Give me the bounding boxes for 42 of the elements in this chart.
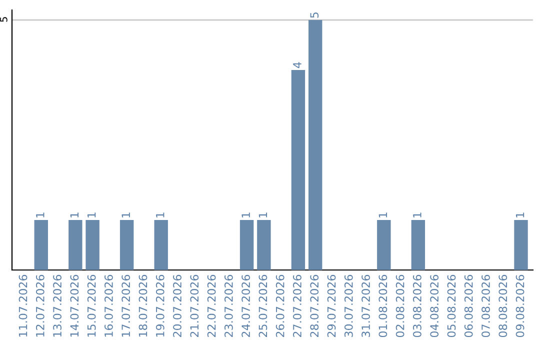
x-tick-label: 22.07.2026 — [207, 274, 216, 337]
x-tick-label: 29.07.2026 — [327, 274, 336, 337]
x-tick-label: 04.08.2026 — [430, 274, 439, 338]
x-tick-label: 05.08.2026 — [447, 274, 456, 338]
x-tick-label: 18.07.2026 — [138, 274, 148, 337]
x-tick-label: 24.07.2026 — [242, 274, 250, 337]
x-tick-label: 19.07.2026 — [156, 274, 164, 337]
x-tick-label: 06.08.2026 — [464, 274, 473, 338]
data-label: 1 — [36, 212, 44, 218]
data-label: 1 — [88, 212, 96, 218]
x-tick-label: 14.07.2026 — [70, 274, 79, 337]
x-tick-label: 25.07.2026 — [258, 274, 268, 337]
data-label: 1 — [242, 212, 250, 218]
x-tick-label: 08.08.2026 — [498, 274, 508, 338]
x-tick-label: 28.07.2026 — [310, 274, 319, 337]
x-tick-label: 27.07.2026 — [293, 274, 302, 337]
data-label: 1 — [258, 212, 267, 218]
data-label: 1 — [156, 212, 164, 218]
x-tick-label: 13.07.2026 — [53, 274, 62, 337]
x-tick-label: 17.07.2026 — [122, 274, 130, 337]
x-tick-label: 01.08.2026 — [378, 274, 388, 338]
data-label: 1 — [70, 212, 78, 218]
x-tick-label: 20.07.2026 — [173, 274, 182, 337]
x-tick-label: 23.07.2026 — [224, 274, 233, 337]
x-tick-label: 11.07.2026 — [18, 274, 28, 337]
x-tick-label: 26.07.2026 — [276, 274, 284, 337]
x-tick-label: 07.08.2026 — [482, 274, 490, 338]
data-label: 5 — [310, 12, 319, 18]
x-tick-label: 15.07.2026 — [87, 274, 96, 337]
x-tick-label: 03.08.2026 — [412, 274, 422, 338]
data-label: 1 — [122, 212, 130, 218]
x-tick-label: 09.08.2026 — [516, 274, 524, 338]
data-label: 1 — [378, 212, 387, 218]
x-tick-label: 31.07.2026 — [362, 274, 370, 337]
data-label: 1 — [413, 212, 422, 218]
data-label: 1 — [516, 212, 524, 218]
data-label: 4 — [293, 62, 302, 68]
x-tick-label: 30.07.2026 — [344, 274, 353, 337]
x-tick-label: 02.08.2026 — [396, 274, 404, 338]
x-tick-label: 16.07.2026 — [104, 274, 113, 337]
x-tick-label: 21.07.2026 — [190, 274, 199, 337]
x-tick-label: 12.07.2026 — [36, 274, 44, 337]
